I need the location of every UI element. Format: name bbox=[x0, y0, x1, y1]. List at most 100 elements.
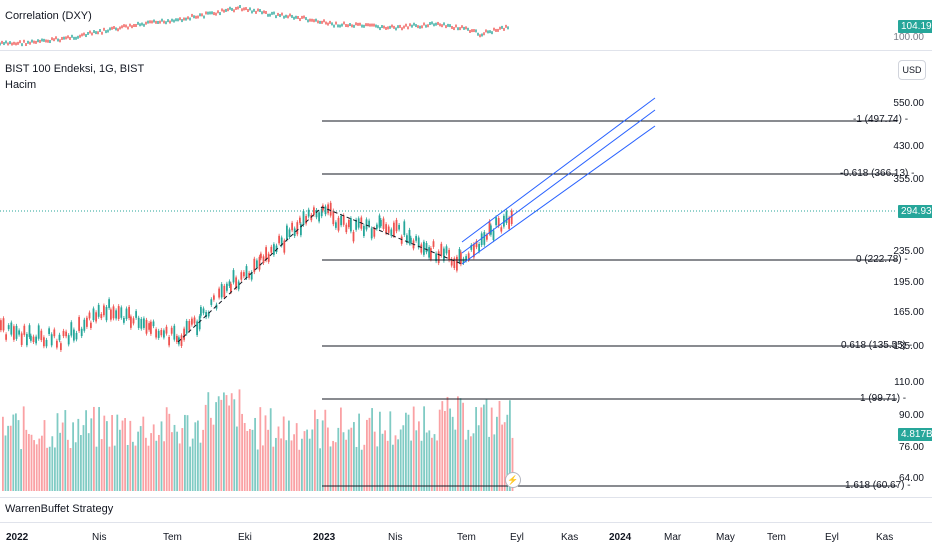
volume-bar bbox=[220, 399, 223, 491]
price-candle bbox=[23, 325, 26, 335]
price-candle bbox=[258, 256, 261, 270]
price-candle bbox=[437, 251, 440, 264]
price-candle bbox=[286, 225, 288, 240]
currency-button[interactable]: USD bbox=[898, 60, 926, 80]
price-candle bbox=[293, 228, 296, 237]
fib-label: 0 (222.78) - bbox=[856, 254, 908, 265]
price-candle bbox=[103, 305, 105, 316]
price-candle bbox=[128, 306, 130, 319]
x-tick: Tem bbox=[163, 532, 182, 543]
volume-bar bbox=[384, 430, 386, 491]
fib-label: -0.618 (366.13) - bbox=[840, 168, 915, 179]
volume-bar bbox=[173, 424, 176, 491]
price-candle bbox=[2, 318, 5, 331]
y-tick: 550.00 bbox=[893, 98, 924, 109]
volume-title[interactable]: Hacim bbox=[5, 79, 37, 91]
price-candle bbox=[270, 246, 273, 253]
x-tick: Kas bbox=[876, 532, 894, 543]
price-candle bbox=[483, 232, 486, 245]
volume-bar bbox=[30, 434, 33, 491]
price-candle bbox=[196, 321, 198, 336]
price-candle bbox=[462, 258, 465, 264]
price-candle bbox=[65, 331, 67, 337]
volume-bar bbox=[454, 429, 457, 491]
symbol-title[interactable]: BIST 100 Endeksi, 1G, BIST bbox=[5, 63, 145, 75]
volume-bar bbox=[379, 411, 381, 491]
price-candle bbox=[35, 336, 37, 344]
strategy-title[interactable]: WarrenBuffet Strategy bbox=[5, 503, 114, 515]
x-tick: Tem bbox=[457, 532, 476, 543]
volume-bar bbox=[282, 416, 285, 491]
volume-bar bbox=[194, 422, 197, 491]
volume-bar bbox=[129, 420, 132, 491]
price-candle bbox=[322, 205, 324, 211]
correlation-title: Correlation (DXY) bbox=[5, 10, 92, 22]
price-candle bbox=[143, 318, 145, 328]
pane-separator-2[interactable] bbox=[0, 497, 932, 498]
replay-icon[interactable]: ⚡ bbox=[505, 472, 521, 488]
price-candle bbox=[465, 256, 467, 261]
price-candle bbox=[213, 295, 215, 300]
volume-bar bbox=[256, 449, 259, 491]
price-candle bbox=[173, 325, 176, 340]
volume-bar bbox=[350, 427, 353, 491]
price-candle bbox=[278, 235, 280, 244]
price-candle bbox=[53, 329, 56, 337]
volume-bar bbox=[189, 446, 191, 491]
volume-bar bbox=[238, 389, 241, 491]
price-candle bbox=[393, 222, 395, 236]
volume-bar bbox=[67, 439, 69, 491]
price-candle bbox=[415, 236, 417, 241]
price-candle bbox=[387, 226, 390, 233]
price-candle bbox=[73, 329, 75, 341]
volume-bar bbox=[363, 444, 366, 491]
price-candle bbox=[226, 283, 228, 291]
volume-bar bbox=[158, 434, 160, 491]
price-candle bbox=[7, 325, 10, 330]
x-tick: Kas bbox=[561, 532, 579, 543]
volume-bar bbox=[33, 440, 35, 491]
volume-bar bbox=[142, 416, 145, 491]
price-chart[interactable] bbox=[0, 50, 932, 495]
y-tick: 64.00 bbox=[898, 473, 924, 484]
price-candle bbox=[390, 229, 393, 236]
pane-separator-1[interactable] bbox=[0, 50, 932, 51]
volume-bar bbox=[35, 444, 38, 491]
price-candle bbox=[108, 299, 110, 308]
price-candle bbox=[95, 312, 97, 322]
volume-bar bbox=[451, 416, 454, 491]
volume-bar bbox=[155, 440, 158, 491]
volume-bar bbox=[82, 425, 85, 491]
volume-bar bbox=[85, 410, 87, 491]
volume-bar bbox=[134, 445, 137, 491]
volume-bar bbox=[186, 415, 189, 491]
price-candle bbox=[420, 244, 423, 253]
volume-bar bbox=[503, 422, 506, 491]
price-candle bbox=[376, 224, 378, 229]
price-candle bbox=[188, 320, 191, 331]
price-candle bbox=[75, 332, 78, 340]
volume-bar bbox=[397, 439, 399, 491]
price-candle bbox=[250, 272, 253, 280]
price-candle bbox=[368, 220, 370, 226]
price-candle bbox=[125, 308, 128, 319]
price-candle bbox=[296, 222, 299, 235]
volume-bar bbox=[472, 433, 475, 491]
x-tick: 2024 bbox=[609, 532, 632, 543]
price-candle bbox=[48, 328, 50, 335]
volume-bar bbox=[345, 439, 347, 491]
volume-bar bbox=[288, 420, 290, 491]
volume-bar bbox=[72, 422, 74, 491]
price-candle bbox=[458, 249, 461, 263]
price-candle bbox=[503, 215, 505, 227]
volume-bar bbox=[54, 447, 56, 491]
volume-bar bbox=[269, 408, 272, 491]
pane-separator-3[interactable] bbox=[0, 522, 932, 523]
volume-value-badge: 4.817B bbox=[898, 428, 932, 441]
price-candle bbox=[337, 217, 340, 231]
price-candle bbox=[120, 307, 123, 318]
price-candle bbox=[200, 306, 202, 316]
volume-bar bbox=[444, 410, 446, 491]
volume-bar bbox=[509, 400, 511, 491]
price-candle bbox=[253, 258, 256, 273]
